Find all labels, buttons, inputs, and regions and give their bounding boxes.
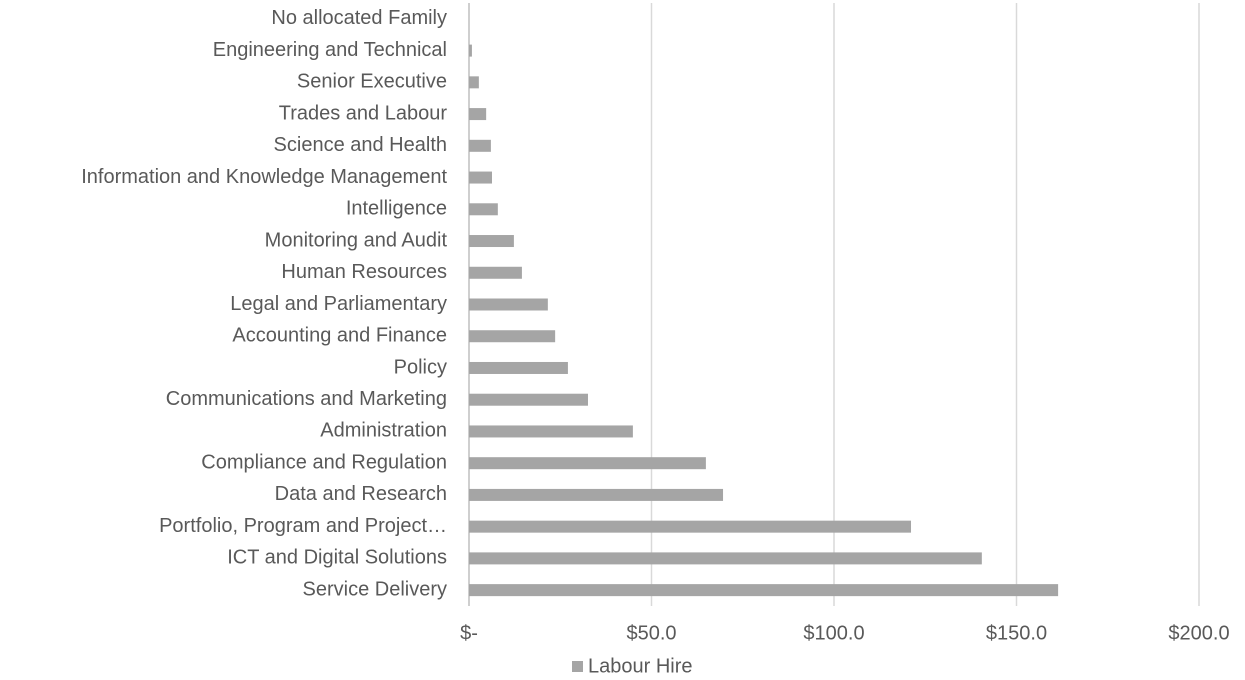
y-tick-label: ICT and Digital Solutions: [227, 547, 447, 569]
y-tick-label: Legal and Parliamentary: [230, 293, 447, 315]
bar: [469, 235, 514, 248]
y-tick-label: Human Resources: [281, 261, 447, 283]
y-tick-label: Senior Executive: [297, 71, 447, 93]
y-tick-label: Intelligence: [346, 198, 447, 220]
bar: [469, 488, 724, 501]
x-tick-label: $200.0: [1168, 622, 1229, 644]
x-tick-label: $100.0: [803, 622, 864, 644]
y-tick-label: Science and Health: [274, 134, 447, 156]
y-tick-label: Administration: [320, 420, 447, 442]
bar: [469, 171, 492, 184]
y-tick-label: Communications and Marketing: [166, 388, 447, 410]
y-tick-label: Policy: [394, 356, 447, 378]
y-tick-label: Accounting and Finance: [232, 325, 447, 347]
x-tick-label: $50.0: [626, 622, 676, 644]
legend-label: Labour Hire: [588, 655, 693, 677]
x-tick-label: $150.0: [986, 622, 1047, 644]
y-tick-label: No allocated Family: [271, 7, 447, 29]
bar: [469, 361, 568, 374]
bar: [469, 266, 522, 279]
bar: [469, 520, 912, 533]
bar: [469, 203, 498, 216]
bar: [469, 298, 548, 311]
y-tick-label: Engineering and Technical: [213, 39, 447, 61]
y-tick-label: Compliance and Regulation: [201, 451, 447, 473]
y-tick-label: Trades and Labour: [279, 102, 448, 124]
legend-swatch: [572, 661, 583, 672]
y-tick-label: Service Delivery: [303, 578, 447, 600]
bar: [469, 552, 982, 565]
bar: [469, 44, 472, 57]
y-tick-label: Data and Research: [275, 483, 447, 505]
bar: [469, 139, 491, 152]
y-tick-label: Monitoring and Audit: [265, 229, 448, 251]
bar: [469, 330, 556, 343]
bar: [469, 76, 479, 89]
bar: [469, 393, 588, 406]
bar: [469, 425, 633, 438]
x-tick-label: $-: [460, 622, 478, 644]
y-tick-label: Information and Knowledge Management: [81, 166, 447, 188]
bar: [469, 584, 1059, 597]
y-tick-label: Portfolio, Program and Project…: [159, 515, 447, 537]
bar: [469, 457, 706, 470]
bar: [469, 108, 487, 121]
